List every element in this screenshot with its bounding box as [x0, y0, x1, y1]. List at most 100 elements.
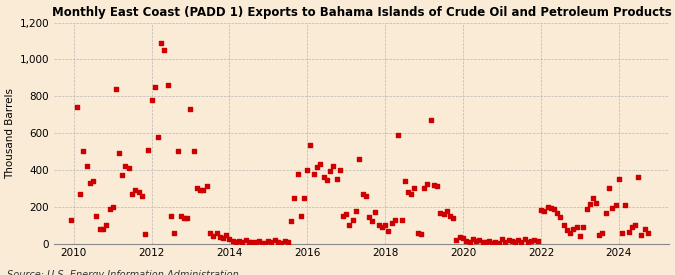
Point — [519, 237, 530, 241]
Point — [221, 233, 232, 238]
Point — [341, 212, 352, 216]
Point — [480, 240, 491, 244]
Point — [140, 232, 151, 236]
Point — [493, 240, 504, 245]
Point — [185, 107, 196, 111]
Point — [636, 233, 647, 238]
Point — [250, 240, 261, 244]
Point — [461, 239, 472, 243]
Point — [616, 231, 627, 236]
Point — [350, 209, 361, 214]
Point — [217, 236, 228, 240]
Point — [451, 238, 462, 242]
Title: Monthly East Coast (PADD 1) Exports to Bahama Islands of Crude Oil and Petroleum: Monthly East Coast (PADD 1) Exports to B… — [52, 6, 672, 18]
Point — [558, 223, 569, 227]
Point — [348, 218, 358, 222]
Point — [159, 48, 170, 52]
Point — [72, 105, 82, 109]
Point — [176, 214, 186, 218]
Point — [458, 236, 468, 240]
Point — [120, 164, 131, 168]
Point — [568, 227, 578, 231]
Point — [500, 240, 510, 244]
Point — [399, 179, 410, 183]
Point — [448, 216, 459, 220]
Point — [205, 230, 215, 235]
Point — [224, 237, 235, 241]
Point — [101, 223, 111, 227]
Y-axis label: Thousand Barrels: Thousand Barrels — [5, 87, 16, 178]
Point — [630, 223, 641, 227]
Point — [562, 228, 572, 232]
Point — [208, 234, 219, 238]
Point — [153, 134, 163, 139]
Point — [623, 229, 634, 234]
Point — [416, 232, 427, 236]
Point — [464, 240, 475, 244]
Point — [370, 210, 381, 214]
Point — [363, 215, 374, 219]
Point — [470, 239, 481, 243]
Point — [597, 231, 608, 236]
Point — [386, 221, 397, 226]
Point — [610, 203, 621, 207]
Point — [545, 205, 556, 210]
Point — [603, 186, 614, 191]
Point — [78, 149, 89, 154]
Point — [445, 214, 456, 218]
Point — [146, 98, 157, 102]
Point — [276, 240, 287, 245]
Point — [504, 238, 514, 242]
Point — [389, 218, 400, 222]
Point — [260, 240, 271, 245]
Point — [367, 219, 378, 224]
Point — [133, 190, 144, 194]
Point — [406, 192, 416, 196]
Point — [256, 240, 267, 245]
Point — [315, 162, 325, 167]
Point — [334, 168, 345, 172]
Point — [535, 208, 546, 213]
Point — [201, 184, 212, 189]
Point — [75, 192, 86, 196]
Point — [506, 239, 517, 243]
Point — [136, 194, 147, 198]
Point — [321, 178, 332, 182]
Point — [522, 240, 533, 244]
Point — [516, 240, 527, 244]
Point — [286, 219, 296, 224]
Point — [227, 239, 238, 243]
Point — [195, 188, 206, 192]
Point — [302, 168, 313, 172]
Point — [295, 214, 306, 218]
Point — [188, 149, 199, 154]
Point — [84, 181, 95, 185]
Point — [319, 175, 329, 180]
Point — [510, 240, 520, 244]
Point — [169, 230, 180, 235]
Point — [331, 177, 342, 181]
Point — [409, 186, 420, 191]
Point — [127, 192, 138, 196]
Point — [591, 201, 601, 205]
Point — [412, 230, 423, 235]
Point — [474, 238, 485, 242]
Point — [548, 207, 559, 212]
Point — [484, 239, 495, 243]
Point — [578, 225, 589, 229]
Point — [526, 239, 537, 243]
Point — [163, 83, 173, 87]
Point — [438, 212, 449, 216]
Point — [114, 151, 125, 155]
Point — [292, 171, 303, 176]
Point — [467, 237, 478, 241]
Point — [165, 214, 176, 218]
Point — [172, 149, 183, 154]
Point — [377, 225, 387, 229]
Point — [312, 165, 323, 169]
Point — [555, 215, 566, 219]
Point — [211, 231, 222, 236]
Point — [373, 223, 384, 227]
Point — [587, 195, 598, 200]
Point — [81, 164, 92, 168]
